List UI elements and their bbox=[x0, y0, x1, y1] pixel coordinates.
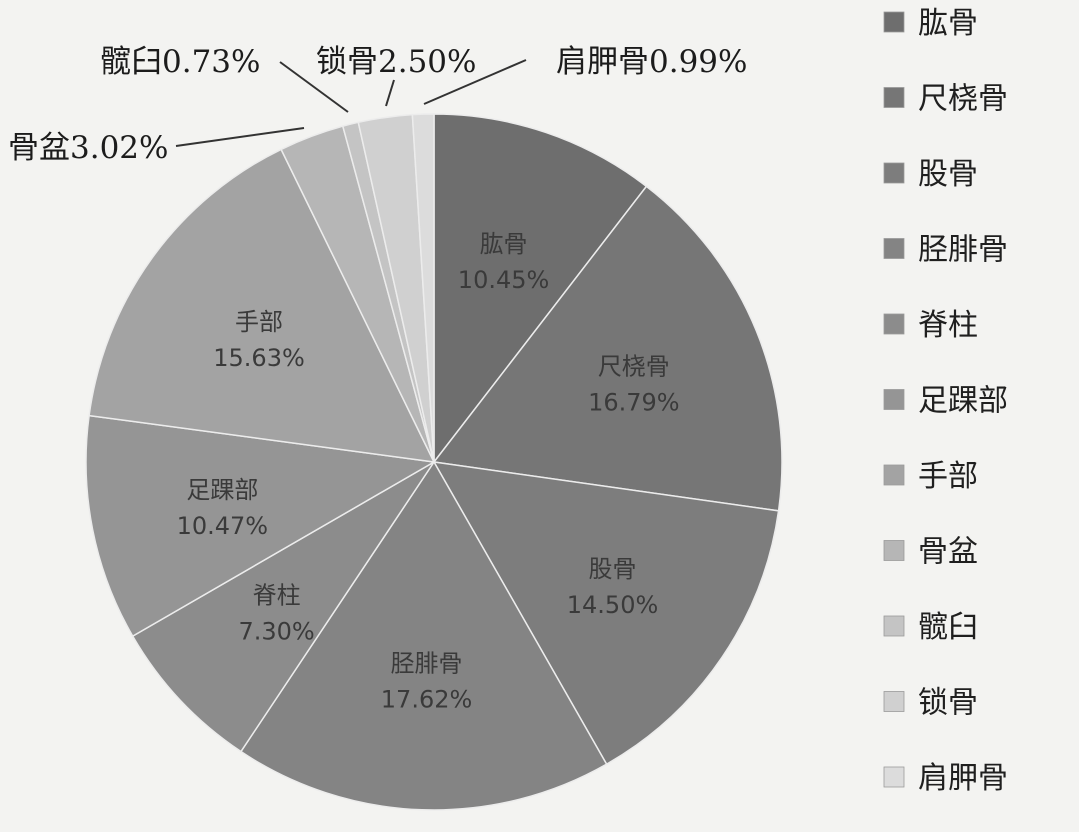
legend-label-11: 肩胛骨 bbox=[918, 761, 1008, 796]
slice-4 bbox=[239, 460, 608, 811]
slice-3-label-value: 14.50% bbox=[567, 591, 659, 619]
slice-6-label-value: 10.47% bbox=[177, 512, 269, 540]
slice-6-label-name: 足踝部 bbox=[186, 476, 258, 504]
legend-label-3: 股骨 bbox=[918, 157, 978, 192]
legend-label-8: 骨盆 bbox=[918, 535, 978, 570]
slice-9-outside-label: 髋臼0.73% bbox=[100, 44, 260, 80]
slice-2-label-name: 尺桡骨 bbox=[598, 353, 670, 381]
slice-3-label-name: 股骨 bbox=[589, 555, 637, 583]
legend-swatch-8 bbox=[883, 540, 905, 561]
legend-swatch-1 bbox=[883, 11, 905, 33]
slice-4-label-name: 胫腓骨 bbox=[391, 650, 463, 678]
slice-1-label-value: 10.45% bbox=[458, 266, 550, 294]
slice-6 bbox=[85, 414, 437, 638]
legend-swatch-10 bbox=[883, 691, 905, 712]
slice-8-outside-label: 骨盆3.02% bbox=[8, 130, 168, 166]
slice-5-label-name: 脊柱 bbox=[253, 582, 301, 610]
slice-5-label-value: 7.30% bbox=[238, 618, 314, 646]
slice-3 bbox=[432, 461, 780, 766]
slice-11-leader-line bbox=[423, 59, 527, 105]
outside-labels: 骨盆3.02% 髋臼0.73% 锁骨2.50% 肩胛骨0.99% bbox=[8, 44, 747, 166]
slice-7-label-value: 15.63% bbox=[213, 344, 305, 372]
slice-10-outside-label: 锁骨2.50% bbox=[316, 44, 476, 80]
slice-labels: 肱骨 10.45% 尺桡骨 16.79% 股骨 14.50% 胫腓骨 17.62% 脊柱 7.30… bbox=[177, 230, 680, 714]
legend-swatch-6 bbox=[883, 389, 905, 410]
slice-7 bbox=[88, 148, 436, 463]
legend-label-10: 锁骨 bbox=[918, 686, 978, 721]
slice-1-label-name: 肱骨 bbox=[480, 230, 528, 258]
slice-1 bbox=[433, 113, 648, 465]
legend-swatch-5 bbox=[883, 313, 905, 335]
legend-swatch-7 bbox=[883, 464, 905, 486]
legend-swatch-3 bbox=[883, 162, 905, 184]
slice-10-leader-line bbox=[385, 79, 395, 107]
pie-slices bbox=[85, 113, 783, 811]
slice-7-label-name: 手部 bbox=[235, 308, 283, 336]
legend-label-7: 手部 bbox=[918, 459, 978, 494]
legend-label-4: 胫腓骨 bbox=[918, 233, 1008, 268]
legend-label-6: 足踝部 bbox=[918, 384, 1008, 419]
legend-swatch-11 bbox=[883, 766, 905, 788]
legend-label-5: 脊柱 bbox=[918, 308, 978, 343]
legend-swatch-2 bbox=[883, 87, 905, 108]
legend-swatch-9 bbox=[883, 615, 905, 637]
legend-label-2: 尺桡骨 bbox=[918, 82, 1008, 117]
slice-2-label-value: 16.79% bbox=[588, 389, 680, 417]
legend-label-1: 肱骨 bbox=[918, 6, 978, 41]
legend-label-9: 髋臼 bbox=[918, 610, 978, 645]
slice-9-leader-line bbox=[279, 61, 349, 113]
legend-swatch-4 bbox=[883, 238, 905, 259]
slice-8-leader-line bbox=[175, 127, 305, 147]
slice-11-outside-label: 肩胛骨0.99% bbox=[556, 44, 747, 80]
slice-2 bbox=[432, 185, 783, 512]
slice-5 bbox=[131, 461, 435, 753]
slice-4-label-value: 17.62% bbox=[381, 686, 473, 714]
slice-11 bbox=[411, 113, 435, 463]
